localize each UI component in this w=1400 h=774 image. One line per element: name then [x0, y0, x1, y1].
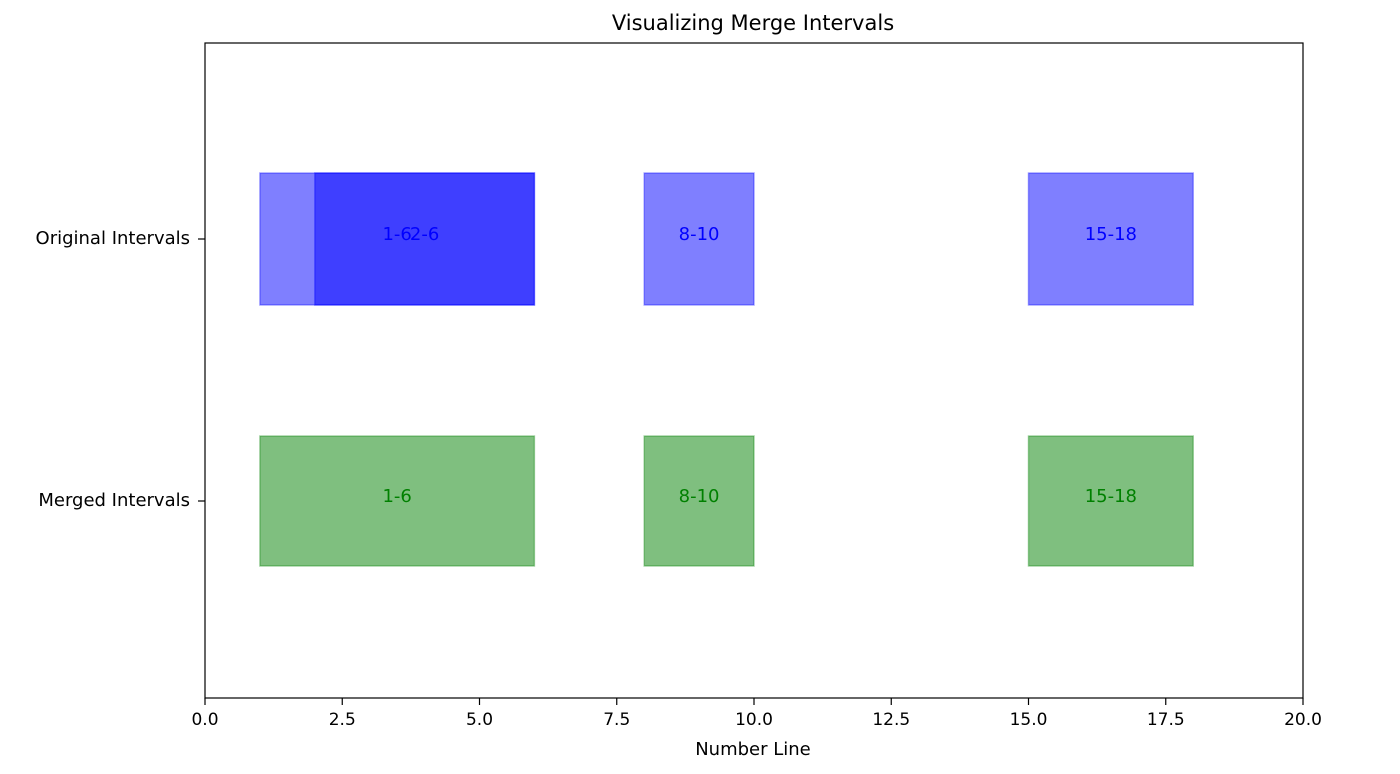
x-tick-label: 10.0 — [735, 710, 773, 730]
interval-label: 15-18 — [1085, 486, 1137, 507]
x-tick-label: 17.5 — [1147, 710, 1185, 730]
bar-labels-layer: 1-62-6 8-10 15-181-6 8-10 15-18 — [382, 224, 1137, 507]
interval-bar — [1027, 172, 1194, 306]
interval-bar — [643, 435, 755, 567]
interval-label: 8-10 — [679, 224, 720, 245]
interval-label: 2-6 — [410, 224, 439, 245]
interval-bar — [643, 172, 755, 306]
x-tick-label: 7.5 — [603, 710, 630, 730]
interval-bar — [259, 435, 536, 567]
y-tick-label: Original Intervals — [36, 228, 190, 249]
bars-layer — [259, 172, 1194, 567]
x-tick-label: 5.0 — [466, 710, 493, 730]
interval-label: 1-6 — [382, 224, 411, 245]
chart-title: Visualizing Merge Intervals — [612, 11, 894, 35]
interval-label: 15-18 — [1085, 224, 1137, 245]
x-tick-label: 2.5 — [329, 710, 356, 730]
x-axis: 0.0 2.5 5.0 7.5 10.0 12.5 15.0 17.5 20.0 — [191, 698, 1322, 730]
interval-bar — [1027, 435, 1194, 567]
y-tick-label: Merged Intervals — [38, 490, 190, 511]
interval-label: 8-10 — [679, 486, 720, 507]
y-axis: Original Intervals Merged Intervals — [36, 228, 205, 511]
interval-bar — [314, 172, 536, 306]
x-tick-label: 20.0 — [1284, 710, 1322, 730]
interval-label: 1-6 — [382, 486, 411, 507]
x-tick-label: 15.0 — [1010, 710, 1048, 730]
x-axis-label: Number Line — [695, 739, 811, 760]
x-tick-label: 0.0 — [191, 710, 218, 730]
x-tick-label: 12.5 — [872, 710, 910, 730]
plot-area-frame — [204, 42, 1304, 699]
